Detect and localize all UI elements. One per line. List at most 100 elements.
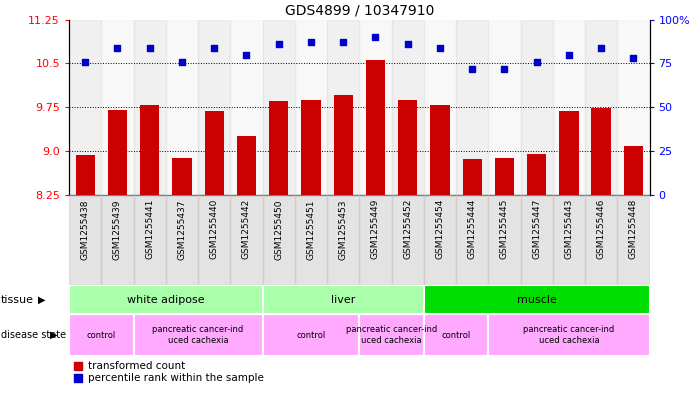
Bar [456, 195, 489, 285]
Text: GSM1255439: GSM1255439 [113, 199, 122, 259]
Bar [166, 20, 198, 195]
Text: GSM1255453: GSM1255453 [339, 199, 348, 259]
Bar [263, 314, 359, 356]
Bar [591, 108, 611, 195]
Point [273, 41, 284, 47]
Bar [198, 20, 230, 195]
Bar [559, 111, 578, 195]
Bar [520, 20, 553, 195]
Bar [617, 20, 650, 195]
Point [241, 51, 252, 58]
Bar [166, 195, 198, 285]
Bar [424, 314, 489, 356]
Text: GSM1255447: GSM1255447 [532, 199, 541, 259]
Bar [424, 20, 456, 195]
Bar [327, 20, 359, 195]
Bar [334, 95, 353, 195]
Point [79, 59, 91, 65]
Text: liver: liver [331, 295, 355, 305]
Title: GDS4899 / 10347910: GDS4899 / 10347910 [285, 3, 434, 17]
Point [209, 44, 220, 51]
Bar [585, 195, 617, 285]
Bar [269, 101, 288, 195]
Bar [295, 20, 327, 195]
Bar [327, 195, 359, 285]
Text: GSM1255449: GSM1255449 [371, 199, 380, 259]
Point [531, 59, 542, 65]
Point [499, 66, 510, 72]
Bar [489, 20, 520, 195]
Text: muscle: muscle [517, 295, 557, 305]
Text: GSM1255446: GSM1255446 [596, 199, 606, 259]
Text: control: control [296, 331, 325, 340]
Point [466, 66, 477, 72]
Point [435, 44, 446, 51]
Bar [133, 314, 263, 356]
Text: GSM1255437: GSM1255437 [178, 199, 187, 259]
Bar [69, 314, 133, 356]
Bar [424, 285, 650, 314]
Text: GSM1255442: GSM1255442 [242, 199, 251, 259]
Text: pancreatic cancer-ind
uced cachexia: pancreatic cancer-ind uced cachexia [153, 325, 244, 345]
Point [402, 41, 413, 47]
Bar [263, 195, 295, 285]
Text: GSM1255443: GSM1255443 [565, 199, 574, 259]
Point [596, 44, 607, 51]
Text: control: control [87, 331, 116, 340]
Bar [295, 195, 327, 285]
Text: GSM1255440: GSM1255440 [209, 199, 219, 259]
Bar [553, 195, 585, 285]
Bar [359, 195, 392, 285]
Bar [205, 111, 224, 195]
Bar [430, 105, 450, 195]
Bar [392, 195, 424, 285]
Text: pancreatic cancer-ind
uced cachexia: pancreatic cancer-ind uced cachexia [523, 325, 614, 345]
Point [628, 55, 639, 61]
Bar [624, 146, 643, 195]
Text: ▶: ▶ [38, 295, 46, 305]
Bar [237, 136, 256, 195]
Text: GSM1255445: GSM1255445 [500, 199, 509, 259]
Text: disease state: disease state [1, 330, 66, 340]
Text: GSM1255451: GSM1255451 [306, 199, 316, 259]
Bar [301, 99, 321, 195]
Bar [230, 195, 263, 285]
Bar [230, 20, 263, 195]
Legend: transformed count, percentile rank within the sample: transformed count, percentile rank withi… [75, 361, 264, 383]
Bar [69, 195, 102, 285]
Bar [456, 20, 489, 195]
Bar [520, 195, 553, 285]
Bar [263, 20, 295, 195]
Text: GSM1255452: GSM1255452 [403, 199, 413, 259]
Bar [133, 195, 166, 285]
Text: tissue: tissue [1, 295, 34, 305]
Point [144, 44, 155, 51]
Bar [495, 158, 514, 195]
Text: pancreatic cancer-ind
uced cachexia: pancreatic cancer-ind uced cachexia [346, 325, 437, 345]
Bar [359, 314, 424, 356]
Text: GSM1255444: GSM1255444 [468, 199, 477, 259]
Bar [366, 60, 385, 195]
Text: control: control [442, 331, 471, 340]
Text: ▶: ▶ [50, 330, 57, 340]
Bar [198, 195, 230, 285]
Bar [172, 158, 191, 195]
Bar [617, 195, 650, 285]
Text: GSM1255454: GSM1255454 [435, 199, 444, 259]
Bar [462, 159, 482, 195]
Bar [392, 20, 424, 195]
Bar [585, 20, 617, 195]
Point [563, 51, 574, 58]
Bar [424, 195, 456, 285]
Point [305, 39, 316, 46]
Point [176, 59, 187, 65]
Text: GSM1255438: GSM1255438 [81, 199, 90, 259]
Bar [102, 20, 133, 195]
Bar [398, 100, 417, 195]
Bar [108, 110, 127, 195]
Bar [527, 154, 547, 195]
Bar [133, 20, 166, 195]
Bar [69, 285, 263, 314]
Text: GSM1255441: GSM1255441 [145, 199, 154, 259]
Bar [553, 20, 585, 195]
